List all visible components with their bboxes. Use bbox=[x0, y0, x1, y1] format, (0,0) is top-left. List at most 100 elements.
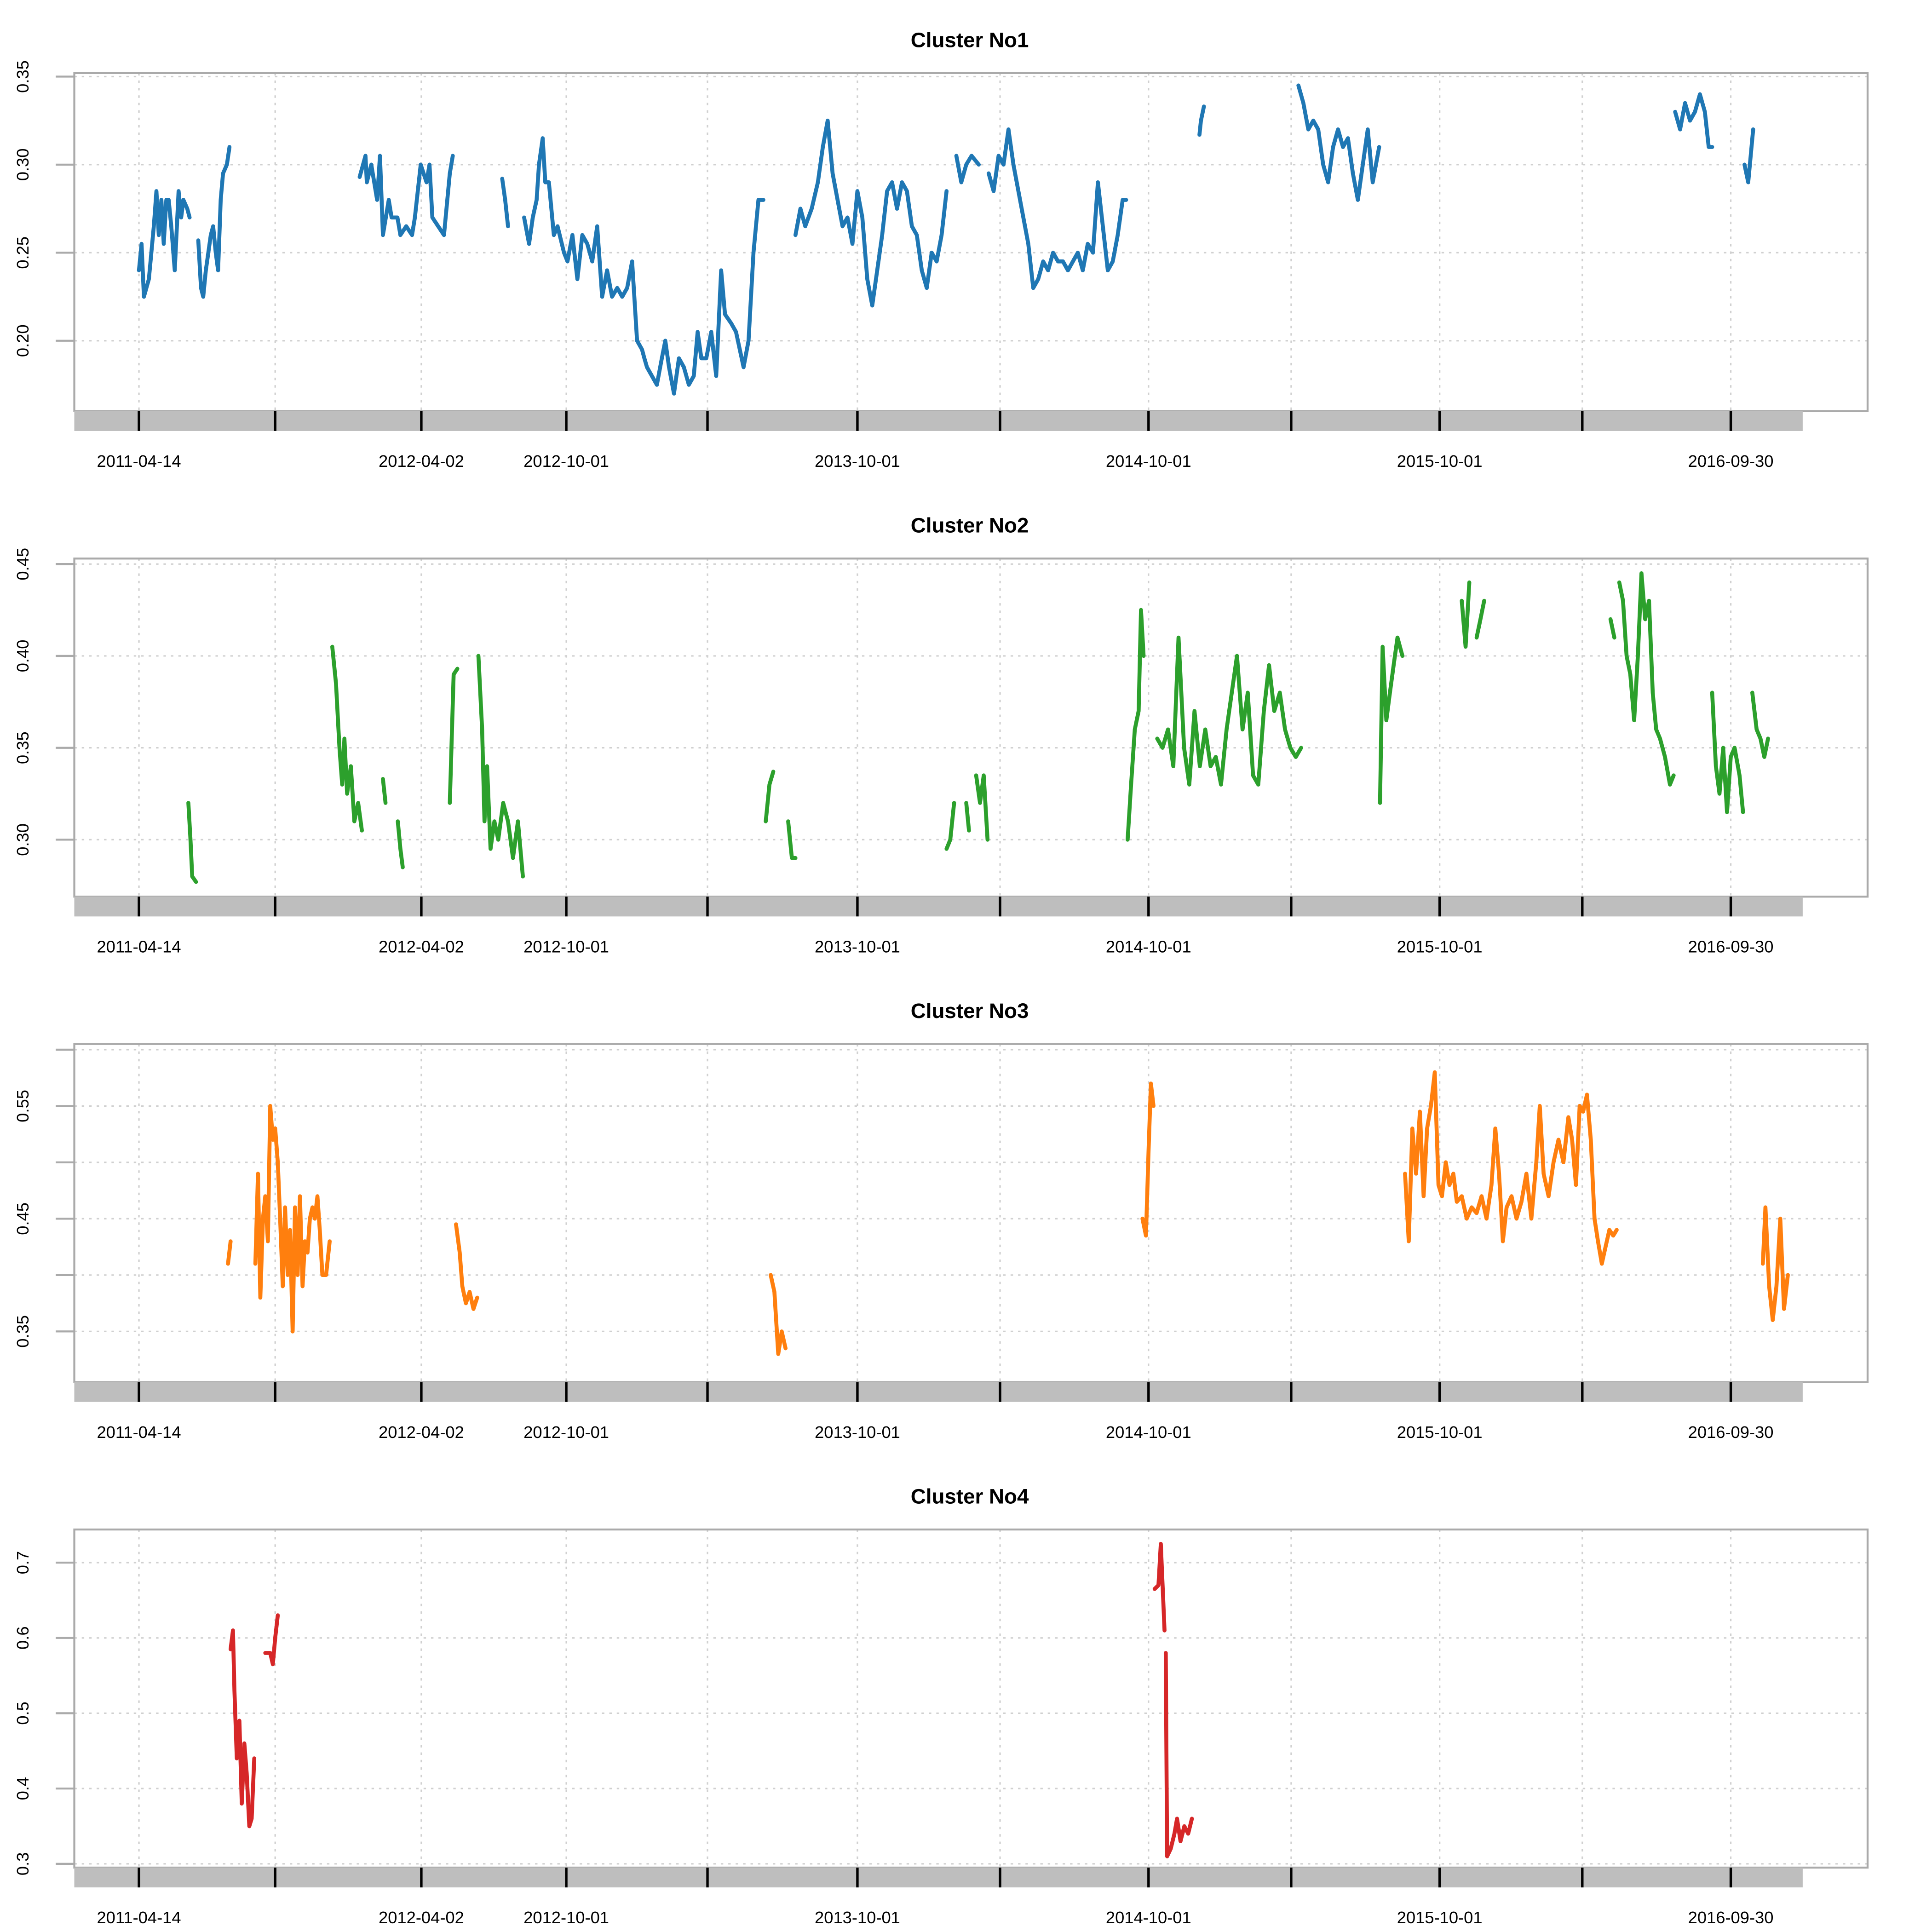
series-line-segment bbox=[1460, 580, 1472, 649]
series-line-segment bbox=[954, 154, 981, 184]
y-tick-label: 0.7 bbox=[13, 1551, 32, 1575]
x-tick-label: 2012-10-01 bbox=[523, 937, 609, 956]
series-line-segment bbox=[381, 777, 388, 805]
y-tick-label: 0.45 bbox=[13, 548, 32, 581]
x-tick-label: 2016-09-30 bbox=[1688, 1423, 1774, 1442]
series-line-segment bbox=[1163, 1651, 1194, 1858]
x-tick-label: 2015-10-01 bbox=[1397, 937, 1483, 956]
x-tick-label: 2013-10-01 bbox=[815, 1423, 900, 1442]
x-axis-shaded-bar bbox=[74, 411, 1803, 431]
x-tick-label: 2012-10-01 bbox=[523, 1423, 609, 1442]
series-line-segment bbox=[500, 177, 510, 229]
series-line-segment bbox=[944, 801, 956, 851]
series-line-segment bbox=[253, 1104, 332, 1334]
series-line-segment bbox=[396, 819, 405, 869]
x-tick-label: 2012-10-01 bbox=[523, 452, 609, 471]
x-tick-label: 2013-10-01 bbox=[815, 452, 900, 471]
x-tick-label: 2012-04-02 bbox=[379, 1423, 464, 1442]
series-line-segment bbox=[330, 644, 364, 833]
series-line-segment bbox=[186, 801, 198, 884]
series-line-segment bbox=[1296, 83, 1381, 202]
y-tick-label: 0.5 bbox=[13, 1702, 32, 1725]
x-tick-label: 2016-09-30 bbox=[1688, 937, 1774, 956]
series-line-segment bbox=[974, 773, 990, 842]
series-line-segment bbox=[357, 154, 455, 237]
plot-frame bbox=[73, 72, 1869, 412]
series-line-segment bbox=[476, 654, 525, 879]
series-line-segment bbox=[1474, 598, 1486, 640]
y-tick-label: 0.55 bbox=[13, 1090, 32, 1122]
series-line-segment bbox=[226, 1239, 233, 1266]
series-line-segment bbox=[1152, 1541, 1167, 1633]
x-tick-label: 2011-04-14 bbox=[97, 1908, 181, 1927]
y-tick-label: 0.20 bbox=[13, 324, 32, 357]
x-tick-label: 2013-10-01 bbox=[815, 937, 900, 956]
series-line-segment bbox=[229, 1628, 257, 1828]
series-line-segment bbox=[986, 127, 1128, 290]
x-tick-label: 2012-04-02 bbox=[379, 1908, 464, 1927]
series-line-segment bbox=[1403, 1070, 1619, 1266]
y-tick-label: 0.30 bbox=[13, 823, 32, 856]
series-line-segment bbox=[1617, 571, 1676, 787]
series-line-segment bbox=[1378, 635, 1405, 805]
y-tick-label: 0.40 bbox=[13, 640, 32, 673]
series-line-segment bbox=[263, 1613, 280, 1667]
series-line-segment bbox=[964, 801, 971, 833]
chart-title: Cluster No3 bbox=[911, 999, 1029, 1023]
y-tick-label: 0.3 bbox=[13, 1852, 32, 1876]
x-tick-label: 2011-04-14 bbox=[97, 452, 181, 471]
x-tick-label: 2015-10-01 bbox=[1397, 1908, 1483, 1927]
chart-panel-3: Cluster No3 0.35 0.45 0.55 2011-04-14 2012-04… bbox=[13, 999, 1869, 1442]
series-line-segment bbox=[448, 667, 460, 805]
chart-title: Cluster No4 bbox=[911, 1484, 1029, 1508]
y-tick-label: 0.30 bbox=[13, 149, 32, 181]
x-tick-label: 2014-10-01 bbox=[1106, 452, 1191, 471]
x-tick-label: 2014-10-01 bbox=[1106, 937, 1191, 956]
plot-frame bbox=[73, 558, 1869, 898]
x-tick-label: 2016-09-30 bbox=[1688, 1908, 1774, 1927]
y-tick-label: 0.35 bbox=[13, 731, 32, 764]
x-axis-shaded-bar bbox=[74, 1382, 1803, 1402]
chart-title: Cluster No2 bbox=[911, 514, 1029, 537]
y-tick-label: 0.25 bbox=[13, 236, 32, 269]
x-tick-label: 2012-04-02 bbox=[379, 937, 464, 956]
series-line-segment bbox=[1140, 1081, 1156, 1238]
chart-panel-1: Cluster No1 0.20 0.25 0.30 0.35 2011-04-14 201… bbox=[13, 28, 1869, 471]
series-line-segment bbox=[1710, 690, 1745, 814]
y-tick-label: 0.45 bbox=[13, 1202, 32, 1235]
series-line-segment bbox=[1750, 690, 1770, 759]
chart-panel-2: Cluster No2 0.30 0.35 0.40 0.45 2011-04-14 201… bbox=[13, 514, 1869, 956]
y-tick-label: 0.4 bbox=[13, 1777, 32, 1800]
x-tick-label: 2015-10-01 bbox=[1397, 1423, 1483, 1442]
series-line-segment bbox=[786, 819, 798, 860]
series-line-segment bbox=[1742, 127, 1755, 184]
x-tick-label: 2011-04-14 bbox=[97, 1423, 181, 1442]
plot-frame bbox=[73, 1528, 1869, 1869]
series-line-segment bbox=[454, 1222, 479, 1311]
series-line-segment bbox=[1608, 617, 1616, 640]
x-axis-shaded-bar bbox=[74, 1868, 1803, 1888]
series-line-segment bbox=[1673, 92, 1714, 149]
x-tick-label: 2016-09-30 bbox=[1688, 452, 1774, 471]
series-line-segment bbox=[769, 1273, 788, 1356]
series-line-segment bbox=[196, 145, 232, 299]
x-tick-label: 2013-10-01 bbox=[815, 1908, 900, 1927]
series-line-segment bbox=[137, 189, 192, 299]
series-line-segment bbox=[1126, 608, 1146, 842]
x-axis-shaded-bar bbox=[74, 897, 1803, 917]
chart-panel-4: Cluster No4 0.3 0.4 0.5 0.6 0.7 2011-04-14 2012… bbox=[13, 1484, 1869, 1927]
series-line-segment bbox=[1760, 1205, 1790, 1322]
series-line-segment bbox=[793, 118, 949, 308]
series-line-segment bbox=[1197, 104, 1206, 137]
y-tick-label: 0.35 bbox=[13, 1315, 32, 1348]
series-line-segment bbox=[1155, 635, 1303, 787]
x-tick-label: 2011-04-14 bbox=[97, 937, 181, 956]
x-tick-label: 2014-10-01 bbox=[1106, 1423, 1191, 1442]
y-tick-label: 0.35 bbox=[13, 60, 32, 93]
x-tick-label: 2012-10-01 bbox=[523, 1908, 609, 1927]
series-line-segment bbox=[764, 770, 776, 823]
chart-title: Cluster No1 bbox=[911, 28, 1029, 52]
series-line-segment bbox=[522, 136, 765, 396]
x-tick-label: 2015-10-01 bbox=[1397, 452, 1483, 471]
